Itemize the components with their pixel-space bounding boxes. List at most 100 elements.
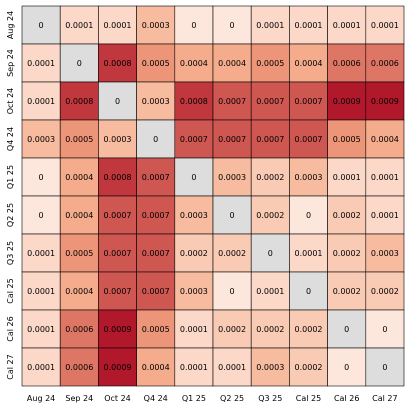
x-tick-label: Q1 25 [182, 394, 206, 403]
cell-value-label: 0.0002 [256, 211, 284, 220]
cell-value-label: 0.0007 [218, 135, 246, 144]
cell-value-label: 0 [191, 21, 196, 30]
heatmap-cell [98, 81, 137, 121]
cell-value-label: 0.0007 [218, 97, 246, 106]
cell-value-label: 0.0007 [256, 135, 284, 144]
cell-value-label: 0.0007 [295, 97, 323, 106]
heatmap-cell [289, 233, 328, 273]
heatmap-cell [212, 119, 252, 159]
heatmap-cell [174, 309, 214, 349]
heatmap-cell [21, 5, 61, 45]
heatmap-cell [59, 157, 99, 197]
heatmap-cell [212, 157, 252, 197]
cell-value-label: 0.0005 [142, 59, 170, 68]
heatmap-cell [365, 81, 405, 121]
cell-value-label: 0.0003 [142, 21, 170, 30]
x-tick-label: Q2 25 [220, 394, 244, 403]
cell-value-label: 0.0004 [65, 211, 93, 220]
heatmap-cell [289, 5, 328, 45]
cell-value-label: 0.0002 [256, 325, 284, 334]
heatmap-cell [98, 195, 137, 235]
cell-value-label: 0.0009 [104, 363, 132, 372]
heatmap-cell [250, 233, 290, 273]
heatmap-cell [174, 195, 214, 235]
cell-value-label: 0 [115, 97, 120, 106]
cell-value-label: 0.0009 [371, 97, 399, 106]
heatmap-cell [59, 347, 99, 387]
cell-value-label: 0.0001 [104, 21, 132, 30]
cell-value-label: 0.0008 [65, 97, 93, 106]
x-tick-label: Sep 24 [65, 394, 93, 403]
cell-value-label: 0.0007 [295, 135, 323, 144]
x-tick-label: Q3 25 [258, 394, 282, 403]
heatmap-cell [59, 271, 99, 311]
cell-value-label: 0.0003 [180, 211, 208, 220]
cell-value-label: 0.0003 [371, 249, 399, 258]
cell-value-label: 0 [306, 287, 311, 296]
cell-value-label: 0.0006 [65, 363, 93, 372]
cell-value-label: 0 [39, 211, 44, 220]
heatmap-cell [327, 271, 367, 311]
cell-value-label: 0.0003 [295, 173, 323, 182]
cell-value-label: 0.0003 [256, 363, 284, 372]
y-tick-label: Sep 24 [6, 49, 15, 77]
heatmap-cell [136, 347, 176, 387]
cell-value-label: 0.0001 [218, 363, 246, 372]
heatmap-cell [136, 43, 176, 83]
heatmap-cell [59, 309, 99, 349]
cell-value-label: 0.0008 [180, 97, 208, 106]
x-tick-label: Aug 24 [27, 394, 55, 403]
cell-value-label: 0.0004 [371, 135, 399, 144]
cell-value-label: 0.0003 [218, 173, 246, 182]
heatmap-cell [136, 233, 176, 273]
cell-value-label: 0.0006 [65, 325, 93, 334]
cell-value-label: 0.0001 [256, 21, 284, 30]
heatmap-cell [289, 157, 328, 197]
y-tick-label: Q2 25 [6, 203, 15, 227]
heatmap-cell [289, 271, 328, 311]
cell-value-label: 0.0004 [142, 363, 170, 372]
cell-value-label: 0.0001 [295, 21, 323, 30]
y-tick-label: Cal 25 [6, 278, 15, 303]
heatmap-cell [289, 309, 328, 349]
heatmap-cell [365, 43, 405, 83]
x-tick-label: Oct 24 [104, 394, 131, 403]
heatmap-cell [365, 119, 405, 159]
cell-value-label: 0.0004 [65, 173, 93, 182]
heatmap-cell [136, 5, 176, 45]
heatmap-cell [327, 347, 367, 387]
heatmap-cell [98, 157, 137, 197]
cell-value-label: 0 [344, 325, 349, 334]
cell-value-label: 0 [268, 249, 273, 258]
heatmap-cell [250, 119, 290, 159]
cell-value-label: 0.0005 [65, 135, 93, 144]
cell-value-label: 0.0007 [180, 135, 208, 144]
heatmap-cell [21, 233, 61, 273]
cell-value-label: 0 [191, 173, 196, 182]
y-axis-tick-labels: Aug 24 Sep 24 Oct 24 Q4 24 Q1 25 Q2 25 Q3 25 Ca… [6, 11, 15, 380]
cell-value-label: 0.0006 [371, 59, 399, 68]
heatmap-cell [136, 195, 176, 235]
heatmap-cell [327, 81, 367, 121]
heatmap-cell [21, 309, 61, 349]
heatmap-cell [365, 271, 405, 311]
heatmap-cell [98, 5, 137, 45]
heatmap-cell [365, 233, 405, 273]
cell-value-label: 0.0009 [104, 325, 132, 334]
cell-value-label: 0.0008 [104, 173, 132, 182]
cell-value-label: 0.0001 [27, 363, 55, 372]
cell-value-label: 0.0001 [333, 173, 361, 182]
cell-value-label: 0.0001 [27, 59, 55, 68]
cell-value-label: 0.0003 [104, 135, 132, 144]
y-tick-label: Cal 27 [6, 354, 15, 379]
cell-value-label: 0 [39, 21, 44, 30]
cell-value-label: 0.0004 [65, 287, 93, 296]
x-axis-tick-labels: Aug 24 Sep 24 Oct 24 Q4 24 Q1 25 Q2 25 Q3 25 Ca… [27, 394, 398, 403]
heatmap-cell [98, 271, 137, 311]
cell-value-label: 0.0002 [218, 249, 246, 258]
heatmap-cell [212, 5, 252, 45]
heatmap-cell [212, 233, 252, 273]
cell-value-label: 0.0007 [142, 173, 170, 182]
cell-value-label: 0.0002 [295, 363, 323, 372]
cell-value-label: 0.0003 [27, 135, 55, 144]
